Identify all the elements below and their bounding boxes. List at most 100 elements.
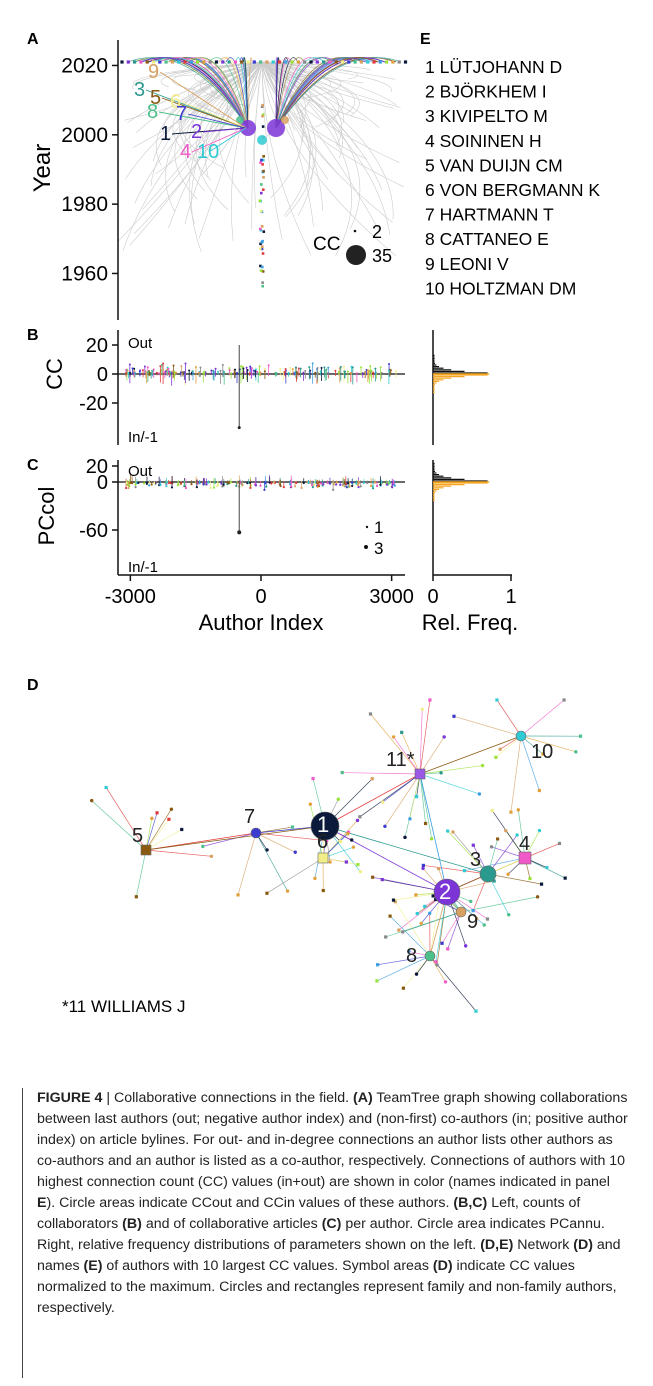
trunk-node [262,230,266,233]
trunk-node [261,103,264,107]
network-node-small [383,824,387,828]
panel-label-b: B [27,327,39,344]
network-edge [423,865,489,875]
cc-point [369,365,372,368]
network-edge [105,787,147,851]
top-author-node [267,119,285,137]
pccol-point [379,483,382,486]
cc-point [210,369,213,372]
network-node-small [209,854,214,858]
year-node [328,60,332,64]
network-node-small [350,838,354,842]
top-author-leader [191,127,247,153]
network-node-top [455,906,467,918]
cc-point [337,370,340,373]
network-node-top [515,730,527,742]
pccol-point [268,481,271,484]
network-node-small [311,776,315,781]
pccol-point [374,481,377,484]
cc-point [342,365,345,368]
y-tick-label: 20 [86,456,108,478]
cc-point [219,369,222,372]
network-edge [453,715,522,737]
network-node-top [310,811,340,841]
cc-point [308,366,311,369]
network-node-small [265,848,269,852]
network-node-small [336,797,341,801]
network-node-small [265,891,269,895]
trunk-node [259,242,262,246]
y-tick-label: -20 [79,393,108,415]
tree-arc-colored [141,57,249,129]
tree-arc-colored [159,57,249,129]
cc-point [325,368,328,371]
cc-point [160,363,163,366]
pccol-point [159,483,162,487]
network-node-label: 4 [519,833,530,855]
network-node-small [516,808,520,812]
caption-fragment: (C) [321,1216,342,1232]
tree-arc-colored [275,57,289,129]
network-node-small [578,734,583,738]
network-node-small [452,714,456,718]
top-author-label: 4 [180,141,191,163]
tree-arc-colored [275,57,379,129]
pccol-point [241,484,244,487]
cc-point [263,367,266,370]
cc-point [284,368,287,371]
pccol-point [207,481,210,484]
tree-arc [261,61,314,216]
cc-point [199,366,202,369]
network-edge [145,849,212,857]
network-node-top [479,865,497,883]
cc-point [291,368,294,371]
pccol-point [355,482,358,485]
network-edge [145,809,172,851]
year-node [284,60,288,64]
network-node-small [419,921,423,926]
network-edge [202,832,257,847]
tree-arc-colored [235,57,249,129]
network-edge [491,810,526,859]
tree-arc-colored [180,57,249,129]
caption-fragment: E [37,1195,47,1211]
cc-point [297,367,300,370]
year-node [252,60,256,64]
pccol-point [351,481,354,484]
cc-point [175,371,178,374]
year-node [340,60,345,64]
top-author-node [240,120,256,136]
trunk-node [261,113,265,116]
pccol-point [392,482,395,485]
pccol-point [311,486,315,489]
pccol-point [288,483,292,486]
network-node-small [104,785,108,790]
network-node-small [415,795,419,799]
top-author-label: 1 [160,123,171,145]
pccol-point [348,485,351,488]
cc-point [395,370,398,373]
caption-body: Collaborative connections in the field. … [37,1090,628,1316]
cc-point [254,370,257,373]
year-node [145,60,149,64]
pccol-point [153,481,156,485]
year-node [334,60,338,64]
caption-fragment: (D) [573,1237,593,1253]
top-author-leader [159,71,247,129]
trunk-node [260,191,263,195]
y-tick-label: 1960 [61,262,108,285]
cc-point [311,362,314,365]
cc-point [259,371,262,374]
author-entry: 8 CATTANEO E [425,229,549,249]
y-axis-label: CC [42,358,67,390]
cc-point [217,370,220,373]
top-author-label: 2 [191,121,202,143]
network-node-small [381,800,385,804]
tree-arc [124,61,263,121]
year-node [133,60,137,64]
year-node [196,60,200,64]
cc-point [131,367,134,370]
tree-arc [261,61,397,257]
annotation-in: In/-1 [128,429,158,446]
size-legend-label-1: 1 [374,518,383,537]
